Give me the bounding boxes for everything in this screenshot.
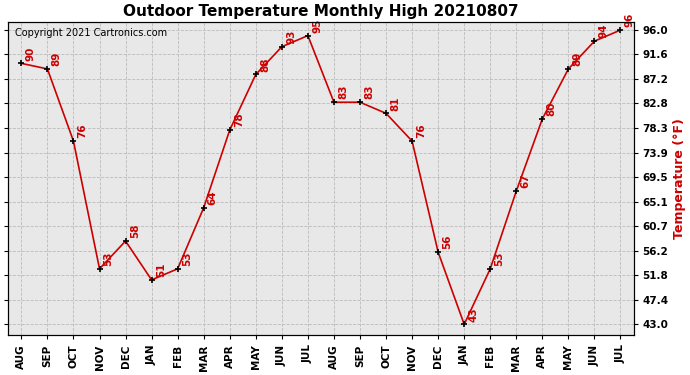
Text: 96: 96: [624, 13, 635, 27]
Text: 76: 76: [77, 124, 88, 138]
Text: 83: 83: [338, 85, 348, 99]
Text: 53: 53: [495, 252, 504, 266]
Text: 93: 93: [286, 30, 296, 44]
Text: 53: 53: [104, 252, 114, 266]
Text: 89: 89: [52, 52, 61, 66]
Text: 67: 67: [520, 174, 531, 188]
Text: 43: 43: [469, 307, 478, 321]
Text: Copyright 2021 Cartronics.com: Copyright 2021 Cartronics.com: [14, 28, 167, 38]
Text: 51: 51: [156, 262, 166, 277]
Text: 88: 88: [260, 57, 270, 72]
Text: 64: 64: [208, 190, 218, 205]
Text: 89: 89: [573, 52, 582, 66]
Text: 58: 58: [130, 224, 139, 238]
Title: Outdoor Temperature Monthly High 20210807: Outdoor Temperature Monthly High 2021080…: [123, 4, 519, 19]
Text: 90: 90: [26, 46, 35, 61]
Text: 81: 81: [391, 96, 400, 111]
Text: 78: 78: [234, 112, 244, 127]
Text: 94: 94: [599, 24, 609, 38]
Text: 53: 53: [182, 252, 192, 266]
Text: 83: 83: [364, 85, 374, 99]
Text: 56: 56: [442, 235, 453, 249]
Text: 80: 80: [546, 102, 557, 116]
Y-axis label: Temperature (°F): Temperature (°F): [673, 118, 686, 239]
Text: 76: 76: [416, 124, 426, 138]
Text: 95: 95: [312, 18, 322, 33]
